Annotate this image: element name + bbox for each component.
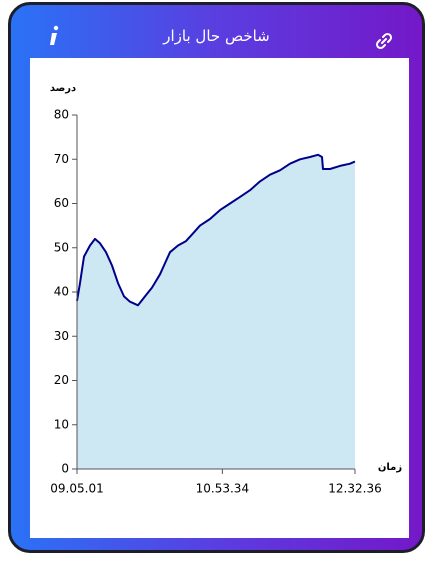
x-tick-label: 10.53.34 [196,482,249,496]
y-tick-label: 70 [54,152,69,166]
y-tick-label: 30 [54,329,69,343]
area-fill [77,154,355,470]
x-tick-label: 09.05.01 [50,482,103,496]
y-tick-label: 60 [54,196,69,210]
y-tick-label: 20 [54,373,69,387]
x-axis-label: زمان [378,462,402,473]
y-axis-label: درصد [50,83,76,94]
header-title: شاخص حال بازار [163,27,270,45]
y-tick-label: 0 [61,462,69,476]
y-tick-label: 50 [54,240,69,254]
link-icon[interactable] [375,32,393,50]
y-tick-label: 10 [54,417,69,431]
y-tick-label: 80 [54,108,69,122]
line [76,153,356,307]
y-tick-label: 40 [54,285,69,299]
x-tick-label: 12.32.36 [328,482,381,496]
info-icon[interactable] [47,25,61,47]
